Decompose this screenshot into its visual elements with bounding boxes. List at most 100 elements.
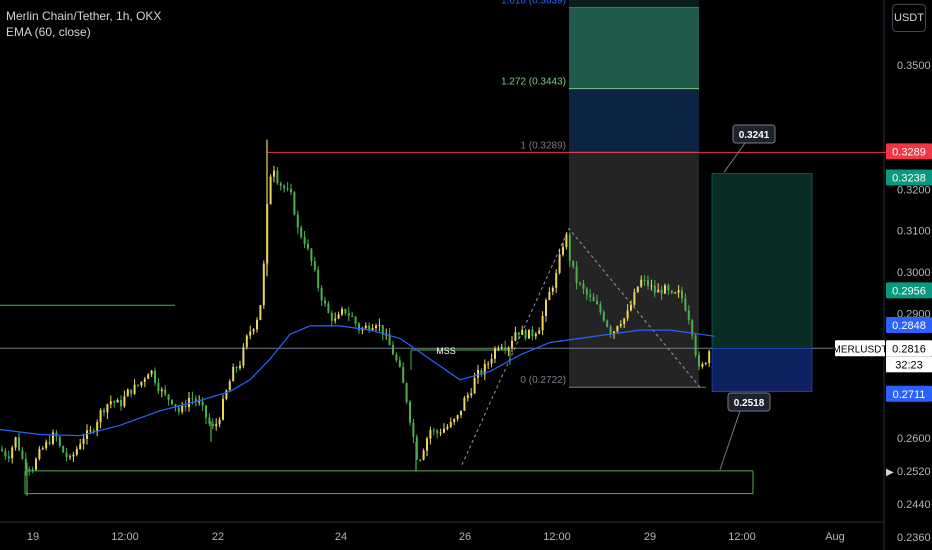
time-axis-tick: 19 bbox=[27, 531, 39, 543]
ema-line bbox=[0, 325, 716, 437]
candle-body bbox=[235, 367, 238, 369]
candle-body bbox=[463, 397, 466, 411]
candle-body bbox=[402, 366, 405, 384]
callout-pointer bbox=[719, 410, 741, 470]
candle-body bbox=[521, 329, 524, 335]
time-axis-tick: 24 bbox=[335, 531, 347, 543]
candle-body bbox=[113, 401, 116, 403]
candle-body bbox=[38, 449, 41, 459]
candle-body bbox=[439, 432, 442, 434]
candle-body bbox=[239, 365, 241, 369]
candle-body bbox=[449, 421, 452, 427]
candle-body bbox=[130, 389, 133, 394]
candle-body bbox=[181, 405, 184, 412]
candle-body bbox=[694, 335, 697, 356]
candle-body bbox=[497, 348, 500, 350]
candle-body bbox=[691, 320, 694, 336]
candle-body bbox=[317, 269, 320, 288]
symbol-title: Merlin Chain/Tether, 1h, OKX bbox=[6, 9, 162, 23]
countdown-label: 32:23 bbox=[895, 359, 923, 371]
candle-body bbox=[585, 288, 588, 295]
candle-body bbox=[647, 280, 649, 286]
fib-level-label: 0 (0.2722) bbox=[520, 375, 566, 386]
candle-body bbox=[344, 308, 347, 314]
time-axis-tick: 12:00 bbox=[728, 531, 756, 543]
fib-zone bbox=[569, 152, 699, 388]
candle-body bbox=[483, 363, 486, 375]
candle-body bbox=[381, 324, 384, 335]
candle-body bbox=[626, 310, 629, 319]
candle-body bbox=[215, 424, 218, 427]
chart-legend: Merlin Chain/Tether, 1h, OKX EMA (60, cl… bbox=[6, 8, 161, 40]
time-axis-tick: 12:00 bbox=[111, 531, 139, 543]
candle-body bbox=[358, 323, 360, 331]
candle-body bbox=[276, 170, 279, 184]
candle-body bbox=[330, 312, 333, 321]
candle-body bbox=[174, 404, 177, 408]
candle-body bbox=[528, 329, 530, 339]
candle-body bbox=[534, 333, 537, 337]
candle-body bbox=[633, 292, 636, 305]
candle-body bbox=[96, 422, 99, 432]
price-axis-tick: 0.3500 bbox=[897, 60, 931, 72]
candle-body bbox=[58, 436, 61, 447]
candle-body bbox=[184, 405, 187, 408]
candle-body bbox=[164, 389, 167, 395]
candle-body bbox=[572, 260, 575, 267]
candle-body bbox=[419, 459, 422, 461]
time-axis-tick: 26 bbox=[459, 531, 471, 543]
candle-body bbox=[660, 289, 663, 294]
candle-body bbox=[643, 279, 646, 281]
long-position-target-zone bbox=[711, 173, 813, 349]
currency-button[interactable]: USDT bbox=[892, 4, 926, 32]
price-axis-label bbox=[886, 169, 932, 186]
candle-body bbox=[538, 330, 541, 334]
symbol-tag-label: MERLUSDT bbox=[832, 344, 887, 355]
candle-body bbox=[698, 355, 700, 367]
fib-level-label: 1.618 (0.3639) bbox=[501, 0, 566, 6]
candle-body bbox=[103, 410, 105, 413]
candle-body bbox=[211, 423, 214, 427]
candle-body bbox=[619, 324, 622, 326]
candle-body bbox=[140, 381, 143, 386]
candle-body bbox=[283, 185, 286, 189]
candle-body bbox=[133, 384, 136, 394]
price-axis-label-text: 0.2711 bbox=[893, 389, 926, 401]
countdown-tag bbox=[886, 356, 932, 373]
candle-body bbox=[157, 382, 160, 392]
candle-body bbox=[409, 401, 411, 423]
candle-body bbox=[609, 326, 612, 335]
price-axis-label-text: 0.3238 bbox=[892, 173, 926, 185]
candle-body bbox=[35, 458, 37, 470]
candle-body bbox=[232, 367, 235, 382]
candle-body bbox=[460, 410, 462, 416]
candle-body bbox=[147, 374, 150, 379]
candle-body bbox=[14, 437, 17, 448]
candle-body bbox=[28, 469, 31, 471]
candle-body bbox=[545, 300, 547, 316]
candle-body bbox=[596, 301, 598, 305]
callout-box bbox=[727, 392, 771, 412]
price-axis-tick: 0.3200 bbox=[897, 184, 931, 196]
candle-body bbox=[72, 454, 75, 457]
candle-body bbox=[429, 430, 432, 439]
candle-body bbox=[375, 325, 377, 329]
candle-body bbox=[562, 247, 564, 255]
price-axis-tick: 0.3100 bbox=[897, 226, 931, 238]
candle-body bbox=[708, 351, 711, 363]
candle-body bbox=[347, 313, 350, 316]
candle-body bbox=[273, 170, 275, 177]
candle-body bbox=[106, 404, 109, 413]
candle-body bbox=[41, 448, 44, 450]
price-axis-tick: 0.3000 bbox=[897, 267, 931, 279]
candle-body bbox=[494, 348, 496, 359]
candle-body bbox=[154, 370, 156, 383]
candle-body bbox=[426, 438, 428, 451]
candle-body bbox=[126, 389, 129, 397]
candle-body bbox=[303, 237, 306, 244]
candle-body bbox=[453, 418, 456, 422]
candle-body bbox=[664, 285, 666, 294]
candle-body bbox=[371, 328, 374, 330]
candle-body bbox=[341, 308, 343, 315]
